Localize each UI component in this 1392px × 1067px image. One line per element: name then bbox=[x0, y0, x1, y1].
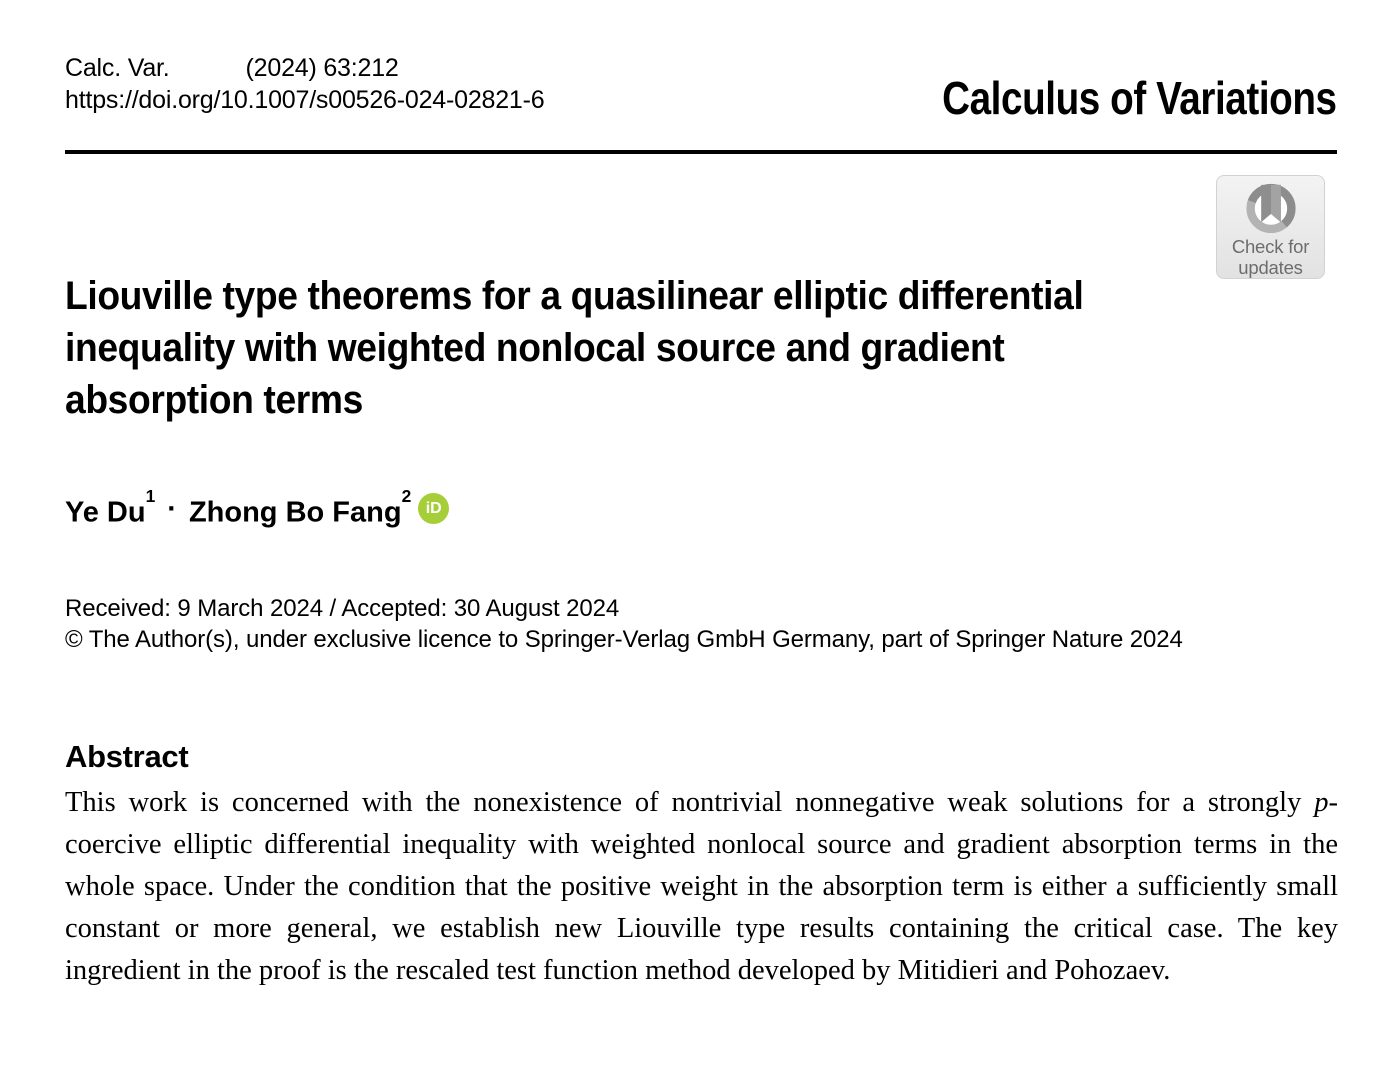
journal-name: Calculus of Variations bbox=[942, 72, 1338, 124]
journal-header: Calc. Var. (2024) 63:212 https://doi.org/… bbox=[65, 52, 1337, 123]
orcid-icon[interactable]: iD bbox=[418, 493, 450, 525]
citation-line: Calc. Var. (2024) 63:212 bbox=[65, 52, 1337, 84]
volume-issue: (2024) 63:212 bbox=[245, 54, 399, 82]
crossmark-icon bbox=[1245, 183, 1296, 234]
abstract-text: This work is concerned with the nonexist… bbox=[65, 786, 1338, 986]
citation-block: Calc. Var. (2024) 63:212 https://doi.org/… bbox=[65, 52, 1337, 116]
author-ye-du[interactable]: Ye Du1 bbox=[65, 486, 156, 529]
italic-p-term: p bbox=[1314, 786, 1329, 818]
author-line: Ye Du1 · Zhong Bo Fang2 iD bbox=[65, 486, 1337, 531]
header-divider bbox=[65, 150, 1337, 154]
copyright-line: © The Author(s), under exclusive licence… bbox=[65, 625, 1183, 653]
title-line: inequality with weighted nonlocal source… bbox=[65, 326, 1005, 370]
abstract-heading: Abstract bbox=[65, 738, 189, 774]
author-zhong-bo-fang[interactable]: Zhong Bo Fang2 bbox=[188, 486, 412, 529]
article-history: Received: 9 March 2024 / Accepted: 30 Au… bbox=[65, 593, 1337, 655]
affiliation-mark: 2 bbox=[401, 486, 412, 507]
doi-link[interactable]: https://doi.org/10.1007/s00526-024-02821… bbox=[65, 86, 545, 114]
affiliation-mark: 1 bbox=[145, 486, 156, 507]
article-title: Liouville type theorems for a quasilinea… bbox=[65, 270, 1337, 426]
check-for-updates-label: Check for updates bbox=[1231, 236, 1310, 278]
received-accepted-line: Received: 9 March 2024 / Accepted: 30 Au… bbox=[65, 594, 620, 622]
title-line: absorption terms bbox=[65, 378, 363, 422]
journal-abbrev: Calc. Var. bbox=[65, 54, 170, 82]
title-line: Liouville type theorems for a quasilinea… bbox=[65, 274, 1084, 318]
abstract-section: Abstract This work is concerned with the… bbox=[65, 738, 1338, 992]
check-for-updates-badge[interactable]: Check for updates bbox=[1216, 175, 1325, 279]
author-separator: · bbox=[167, 492, 177, 525]
